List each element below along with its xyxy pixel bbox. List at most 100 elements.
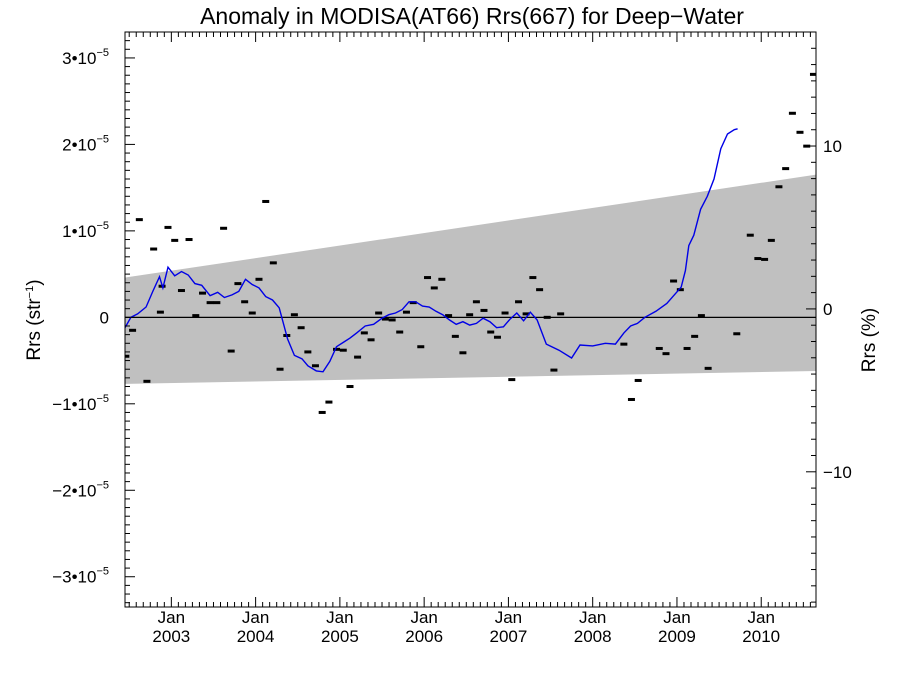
data-point	[788, 111, 796, 115]
data-point	[304, 350, 312, 354]
data-point	[255, 277, 263, 281]
data-point	[480, 308, 488, 312]
plot-layer	[125, 72, 816, 414]
chart-title: Anomaly in MODISA(AT66) Rrs(667) for Dee…	[200, 3, 744, 29]
data-point	[655, 346, 663, 350]
x-tick-label-year: 2005	[321, 627, 359, 646]
data-point	[627, 397, 635, 401]
x-tick-label-year: 2004	[237, 627, 275, 646]
data-point	[409, 301, 417, 305]
data-point	[396, 330, 404, 334]
data-point	[290, 313, 298, 317]
data-point	[746, 233, 754, 237]
data-point	[809, 72, 816, 76]
y-left-tick-label: 3•10−5	[62, 47, 109, 68]
data-point	[676, 288, 684, 292]
plot-inner	[125, 72, 816, 414]
data-point	[754, 257, 762, 261]
data-point	[125, 354, 130, 358]
x-tick-label-year: 2010	[742, 627, 780, 646]
data-point	[472, 300, 480, 304]
data-point	[248, 311, 256, 315]
data-point	[466, 313, 474, 317]
data-point	[333, 347, 341, 351]
x-tick-label-month: Jan	[326, 608, 353, 627]
data-point	[164, 225, 172, 229]
x-tick-label-month: Jan	[242, 608, 269, 627]
x-tick-label-month: Jan	[663, 608, 690, 627]
x-tick-label-year: 2008	[574, 627, 612, 646]
data-point	[683, 346, 691, 350]
data-point	[227, 349, 235, 353]
data-point	[402, 310, 410, 314]
data-point	[557, 312, 565, 316]
data-point	[662, 352, 670, 356]
data-point	[129, 328, 137, 332]
x-tick-label-month: Jan	[410, 608, 437, 627]
data-point	[515, 300, 523, 304]
x-tick-label-month: Jan	[579, 608, 606, 627]
data-point	[501, 311, 509, 315]
data-point	[171, 238, 179, 242]
x-tick-label-month: Jan	[748, 608, 775, 627]
y-axis-left-label: Rrs (str−1)	[24, 279, 45, 360]
y-left-tick-label: 2•10−5	[62, 133, 109, 154]
data-point	[550, 368, 558, 372]
data-point	[185, 238, 193, 242]
y-left-tick-label: 1•10−5	[62, 220, 109, 241]
data-point	[430, 286, 438, 290]
data-point	[381, 317, 389, 321]
data-point	[367, 338, 375, 342]
data-point	[297, 326, 305, 330]
data-point	[543, 315, 551, 319]
uncertainty-band	[125, 174, 816, 384]
data-point	[459, 351, 467, 355]
data-point	[325, 400, 333, 404]
y-left-tick-label: −1•10−5	[52, 393, 109, 414]
trend-line	[125, 128, 738, 373]
data-point	[451, 334, 459, 338]
data-point	[782, 167, 790, 171]
plot-frame	[124, 31, 817, 608]
y-left-tick-label: −3•10−5	[52, 566, 109, 587]
data-point	[733, 332, 741, 336]
data-point	[487, 330, 495, 334]
data-point	[767, 238, 775, 242]
data-point	[670, 279, 678, 283]
data-point	[156, 310, 164, 314]
data-point	[522, 312, 530, 316]
data-point	[199, 291, 207, 295]
data-point	[634, 378, 642, 382]
data-point	[691, 334, 699, 338]
data-point	[354, 355, 362, 359]
x-tick-label-year: 2003	[152, 627, 190, 646]
data-point	[213, 301, 221, 305]
data-point	[220, 226, 228, 230]
x-tick-label-year: 2006	[405, 627, 443, 646]
data-point	[417, 345, 425, 349]
data-point	[262, 199, 270, 203]
data-point	[536, 288, 544, 292]
y-right-tick-label: 10	[823, 137, 842, 156]
data-point	[241, 300, 249, 304]
data-point	[529, 276, 537, 280]
data-point	[150, 247, 158, 251]
data-point	[424, 276, 432, 280]
data-point	[493, 335, 501, 339]
data-point	[360, 331, 368, 335]
data-point	[508, 378, 516, 382]
axis-layer: Jan2003Jan2004Jan2005Jan2006Jan2007Jan20…	[52, 31, 852, 646]
x-tick-label-year: 2007	[490, 627, 528, 646]
data-point	[445, 314, 453, 318]
y-right-tick-label: 0	[823, 300, 832, 319]
data-point	[620, 342, 628, 346]
y-left-tick-label: −2•10−5	[52, 479, 109, 500]
data-point	[206, 301, 214, 305]
data-point	[135, 218, 143, 222]
data-point	[339, 348, 347, 352]
data-point	[318, 410, 326, 414]
data-point	[269, 261, 277, 265]
x-tick-label-year: 2009	[658, 627, 696, 646]
data-point	[192, 314, 200, 318]
